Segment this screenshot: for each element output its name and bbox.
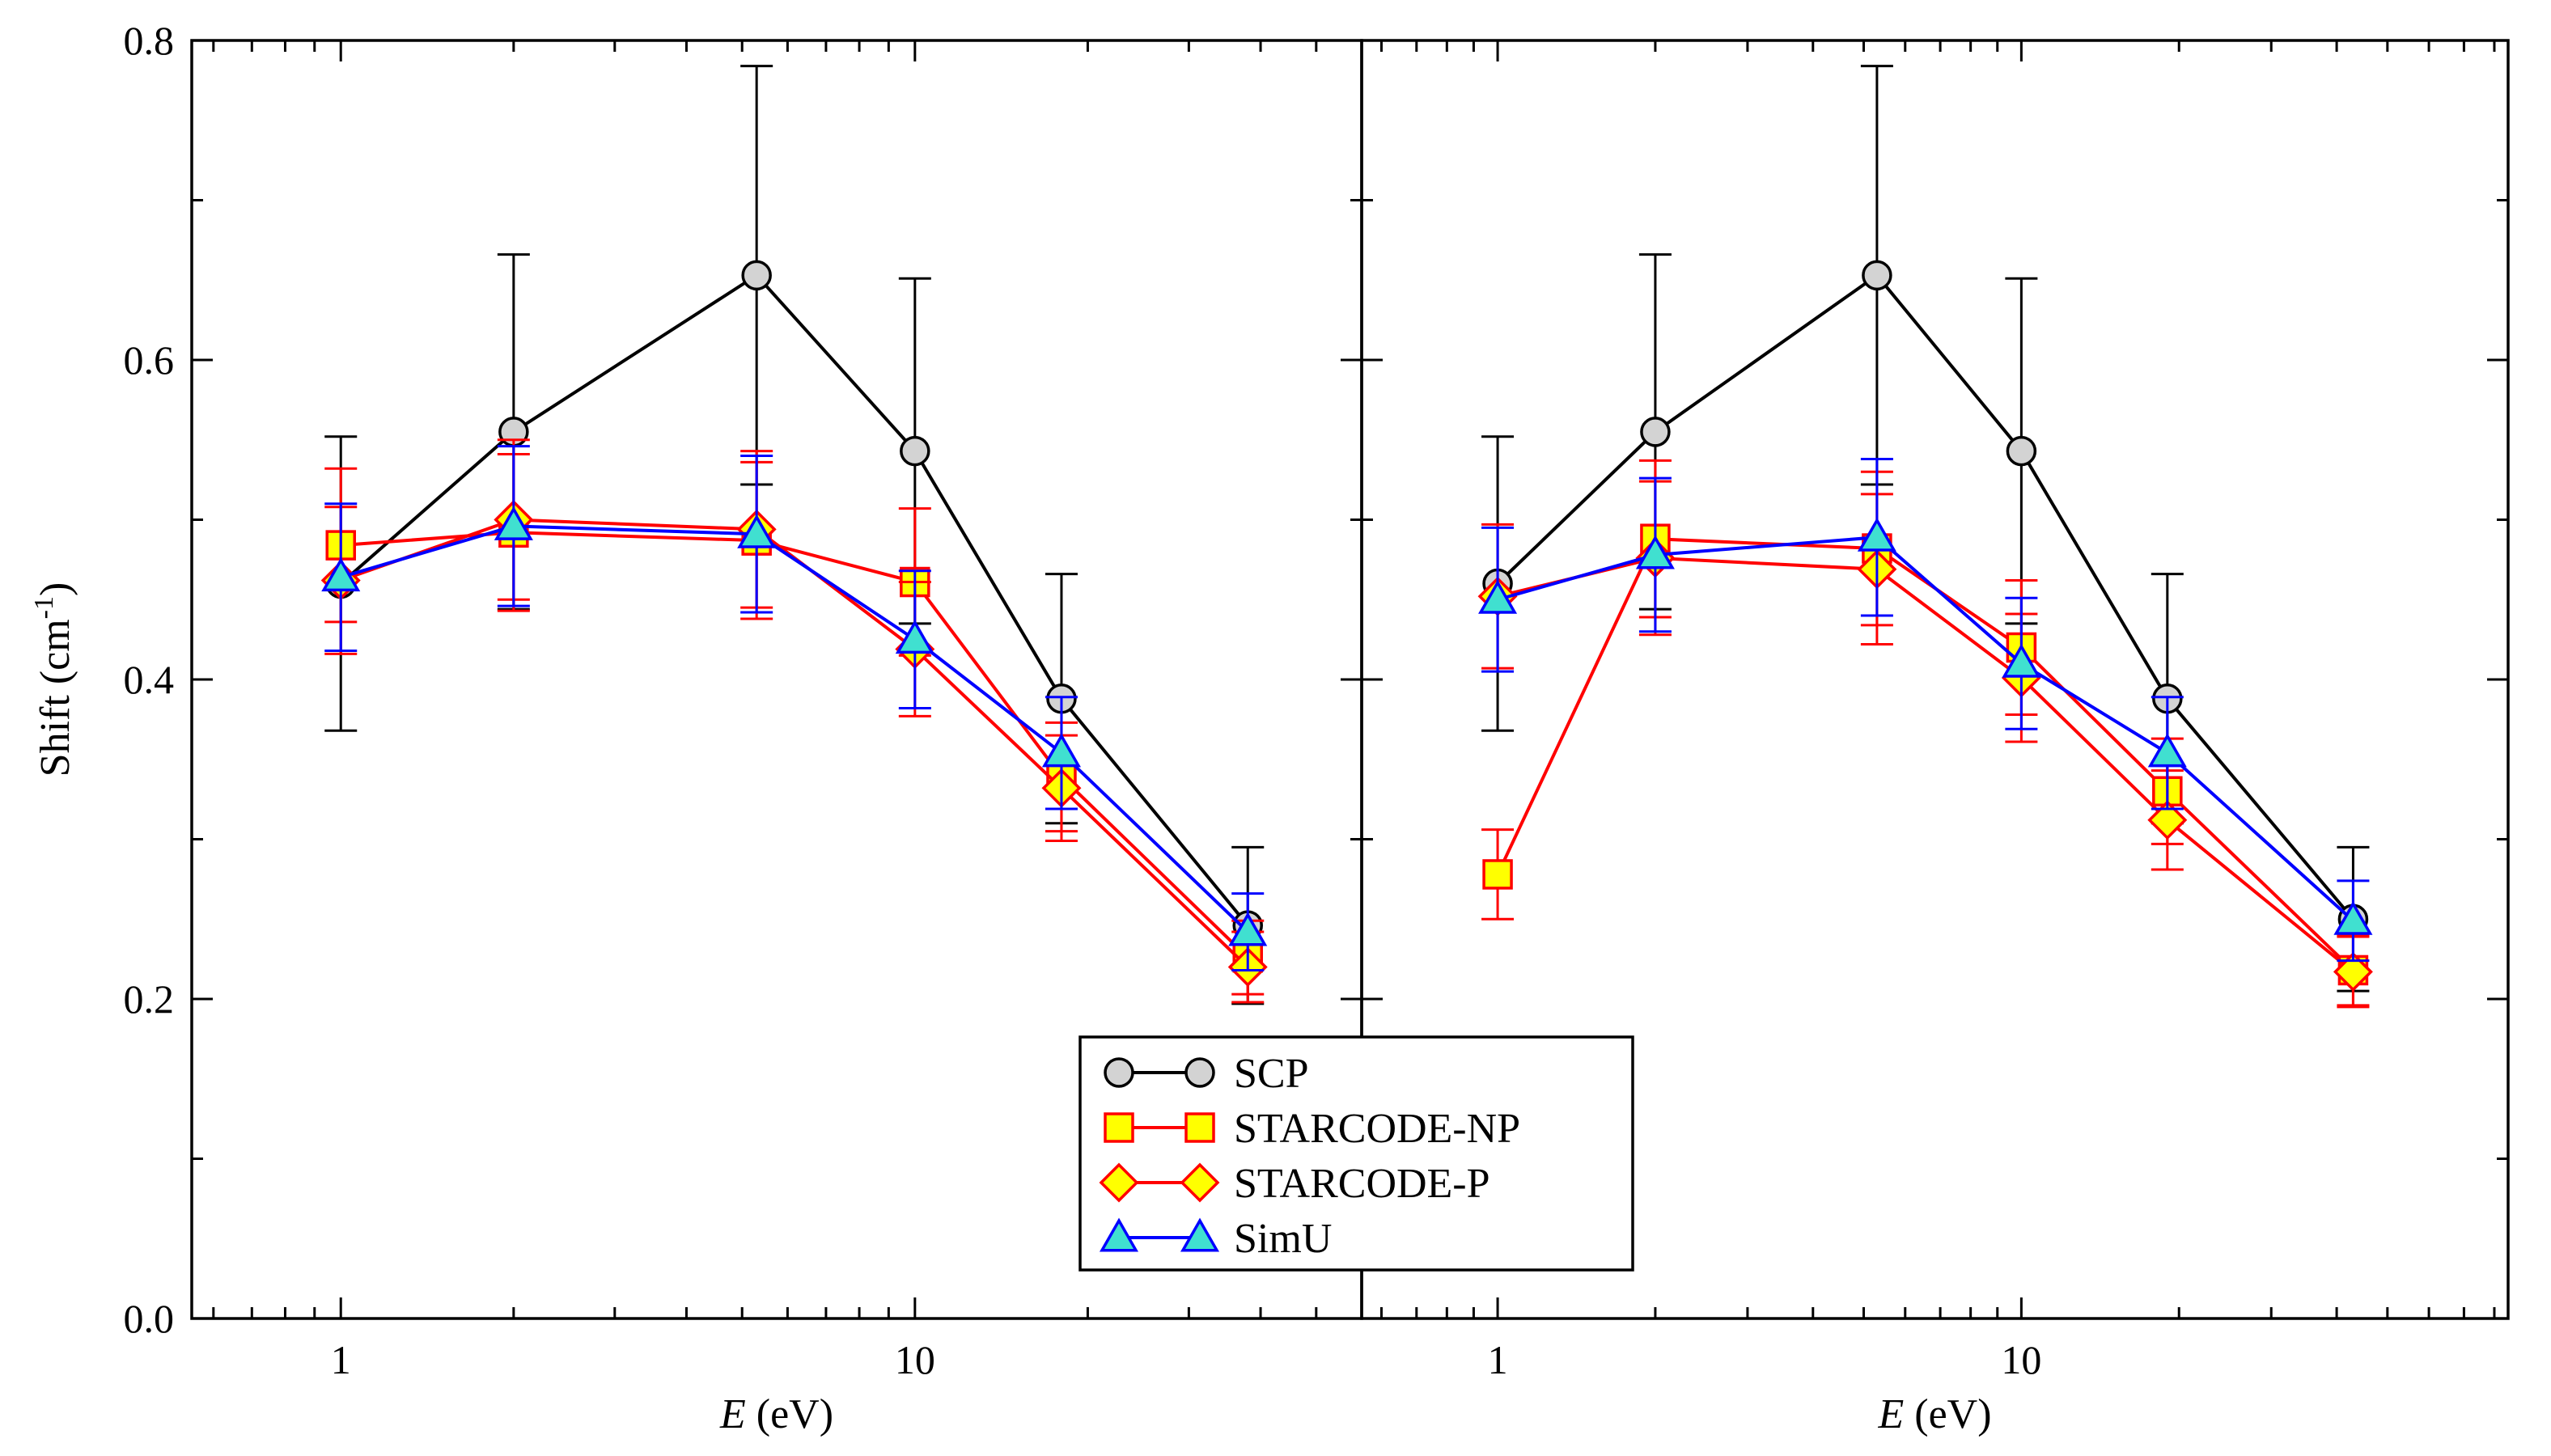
legend-label: SimU: [1234, 1216, 1332, 1262]
legend-entry-starcode-p: STARCODE-P: [1099, 1161, 1490, 1207]
series-line: [1497, 556, 2354, 973]
data-point-triangle: [1857, 517, 1896, 552]
legend-marker: [1180, 1217, 1220, 1252]
legend-marker: [1184, 1057, 1215, 1088]
data-point-circle: [741, 260, 772, 291]
data-point-triangle: [321, 557, 361, 592]
data-point-triangle: [2147, 733, 2187, 768]
x-axis-label-unit: (eV): [1904, 1391, 1991, 1437]
x-tick-label: 1: [1488, 1337, 1508, 1382]
legend-marker: [1099, 1162, 1139, 1203]
panel-right: 1 10E (eV): [1360, 39, 2510, 1437]
data-point-triangle: [1041, 733, 1081, 768]
legend-box: [1078, 1035, 1634, 1272]
data-point-triangle: [2002, 643, 2041, 678]
y-tick-label: 0.6: [124, 337, 175, 383]
data-point-triangle: [2333, 900, 2373, 935]
legend-entry-simu: SimU: [1099, 1216, 1332, 1262]
data-point-triangle: [895, 620, 934, 654]
x-tick-label: 10: [895, 1337, 935, 1382]
data-point-diamond: [2147, 800, 2188, 840]
y-axis-label: Shift (cm-1): [29, 582, 78, 777]
y-tick-label: 0.8: [124, 18, 175, 63]
legend-marker: [1099, 1217, 1139, 1252]
x-axis-label-variable: E: [1877, 1391, 1904, 1437]
y-tick-label: 0.2: [124, 976, 175, 1022]
legend-label: SCP: [1234, 1051, 1309, 1097]
legend-label: STARCODE-NP: [1234, 1106, 1520, 1152]
series-simu: [321, 445, 1268, 971]
series-line: [340, 524, 1249, 933]
series-starcode-np: [1481, 459, 2370, 1007]
panel-left: 0.0 0.2 0.4 0.6 0.8 1 10 E (eV) Shift (cm-1): [29, 18, 1363, 1437]
y-axis-label-text: Shift (cm: [32, 619, 78, 777]
x-tick-label: 10: [2001, 1337, 2041, 1382]
data-point-circle: [2006, 435, 2037, 467]
series-line: [339, 273, 1249, 927]
x-tick-label: 1: [331, 1337, 351, 1382]
legend-entry-scp: SCP: [1104, 1051, 1309, 1097]
x-axis-label: E (eV): [1877, 1391, 1991, 1437]
legend: SCP STARCODE-NP STARCODE-P SimU: [1078, 1035, 1634, 1272]
legend-marker: [1180, 1162, 1220, 1203]
data-point-triangle: [1228, 912, 1268, 946]
data-point-triangle: [494, 506, 533, 540]
data-point-diamond: [2333, 951, 2373, 992]
legend-marker: [1184, 1112, 1215, 1143]
x-axis-label: E (eV): [719, 1391, 833, 1437]
series-starcode-p: [320, 438, 1268, 1004]
legend-marker: [1104, 1112, 1134, 1143]
legend-marker: [1104, 1057, 1134, 1088]
y-tick-label: 0.0: [124, 1296, 175, 1341]
series-simu: [1478, 457, 2373, 963]
series-line: [1496, 537, 2354, 971]
data-point-triangle: [737, 514, 777, 548]
y-axis-label-close: ): [32, 582, 78, 596]
data-point-triangle: [1478, 579, 1518, 614]
data-point-square: [1482, 859, 1513, 890]
legend-entry-starcode-np: STARCODE-NP: [1104, 1106, 1520, 1152]
series-line: [341, 531, 1249, 959]
x-axis-label-variable: E: [719, 1391, 746, 1437]
y-tick-label: 0.4: [124, 657, 175, 702]
series-line: [1497, 535, 2354, 922]
data-point-circle: [1862, 260, 1892, 291]
series-scp: [1481, 65, 2370, 993]
legend-label: STARCODE-P: [1234, 1161, 1490, 1207]
series-line: [1496, 273, 2354, 921]
x-axis-label-unit: (eV): [746, 1391, 833, 1437]
data-point-triangle: [1635, 535, 1675, 569]
series-starcode-p: [1477, 480, 2373, 1009]
y-axis-label-superscript: -1: [29, 596, 59, 619]
data-point-circle: [900, 435, 930, 467]
series-line: [340, 518, 1249, 968]
data-point-circle: [1640, 417, 1671, 447]
